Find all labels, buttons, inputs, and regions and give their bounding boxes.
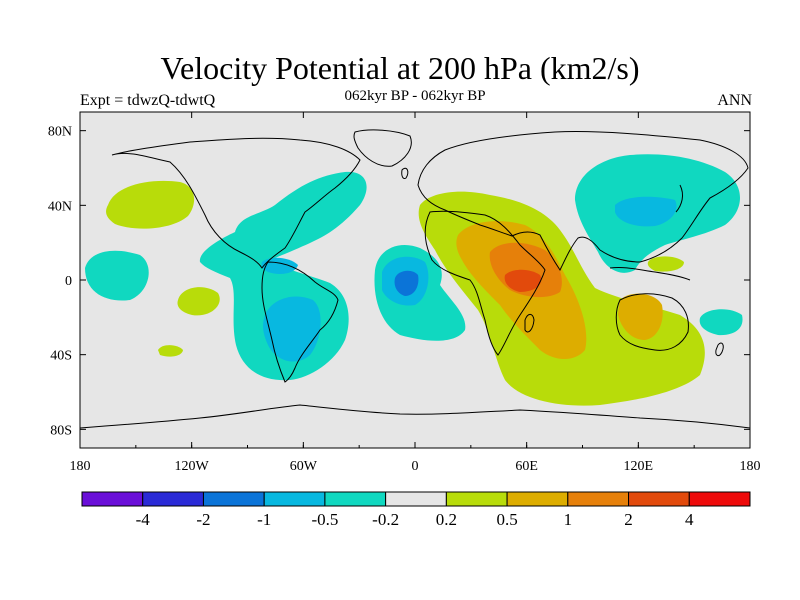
- coast-uk: [401, 167, 409, 179]
- colorbar-swatch: [81, 491, 144, 507]
- y-tick-label: 80S: [50, 423, 72, 438]
- coast-africa: [424, 210, 546, 356]
- contour-samerica-cyan: [263, 296, 321, 362]
- coast-greenland: [353, 129, 412, 167]
- colorbar-swatch: [263, 491, 326, 507]
- colorbar-swatch: [324, 491, 387, 507]
- contour-sw-pacific-teal: [699, 309, 743, 336]
- colorbar-swatch: [202, 491, 265, 507]
- colorbar: -4 -2 -1 -0.5 -0.2 0.2 0.5 1 2 4: [81, 491, 751, 529]
- coast-eurasia: [417, 131, 749, 271]
- coast-japan: [675, 184, 684, 213]
- colorbar-label: 4: [685, 510, 694, 529]
- contour-atlantic-blue: [394, 270, 419, 296]
- contour-spac-lime-small: [158, 345, 183, 357]
- experiment-label: Expt = tdwzQ-tdwtQ: [80, 92, 216, 109]
- x-tick-label: 0: [412, 459, 419, 474]
- colorbar-swatch: [142, 491, 204, 507]
- y-tick-label: 40S: [50, 349, 72, 364]
- x-tick-label: 120W: [175, 459, 210, 474]
- axis-labels: 180 120W 60W 0 60E 120E 180 80N 40N 0 40S 80S: [48, 125, 761, 474]
- colorbar-label: 0.2: [436, 510, 457, 529]
- coast-south-america: [261, 261, 339, 383]
- colorbar-swatch: [445, 491, 508, 507]
- colorbar-label: 2: [624, 510, 633, 529]
- coast-new-zealand: [715, 342, 724, 357]
- contour-eafrica-orange-core: [504, 269, 542, 292]
- coast-north-america: [111, 137, 361, 269]
- map-panel: [79, 111, 751, 449]
- coast-antarctica: [80, 404, 750, 429]
- coast-indonesia: [609, 267, 691, 281]
- colorbar-label: -2: [196, 510, 210, 529]
- y-tick-label: 40N: [48, 199, 72, 214]
- contour-epac-teal: [85, 250, 149, 301]
- x-tick-label: 120E: [624, 459, 654, 474]
- colorbar-label: 0.5: [496, 510, 517, 529]
- contour-npac-lime: [106, 180, 195, 229]
- colorbar-swatch: [567, 491, 630, 507]
- colorbar-label: -0.2: [372, 510, 399, 529]
- x-tick-label: 180: [740, 459, 761, 474]
- colorbar-label: -4: [136, 510, 151, 529]
- y-tick-label: 0: [65, 274, 72, 289]
- colorbar-label: -1: [257, 510, 271, 529]
- y-tick-label: 80N: [48, 125, 72, 140]
- period-label: 062kyr BP - 062kyr BP: [344, 88, 486, 104]
- contour-fields: [85, 154, 743, 406]
- colorbar-swatch: [688, 491, 751, 507]
- colorbar-swatch: [506, 491, 569, 507]
- axis-ticks: [79, 112, 751, 448]
- contour-australia-gold: [618, 293, 663, 340]
- contour-maritime-lime: [647, 256, 684, 272]
- coast-madagascar: [524, 313, 535, 333]
- contour-spac-lime: [177, 287, 220, 316]
- season-label: ANN: [717, 92, 752, 109]
- chart-title: Velocity Potential at 200 hPa (km2/s): [160, 50, 640, 86]
- colorbar-label: 1: [564, 510, 573, 529]
- contour-japan-cyan: [615, 196, 677, 227]
- x-tick-label: 180: [70, 459, 91, 474]
- x-tick-label: 60E: [515, 459, 538, 474]
- colorbar-swatch: [385, 491, 447, 507]
- x-tick-label: 60W: [290, 459, 318, 474]
- colorbar-swatch: [628, 491, 690, 507]
- coast-australia: [615, 293, 689, 351]
- contour-americas-teal: [199, 171, 367, 381]
- coastlines: [80, 129, 750, 429]
- colorbar-label: -0.5: [311, 510, 338, 529]
